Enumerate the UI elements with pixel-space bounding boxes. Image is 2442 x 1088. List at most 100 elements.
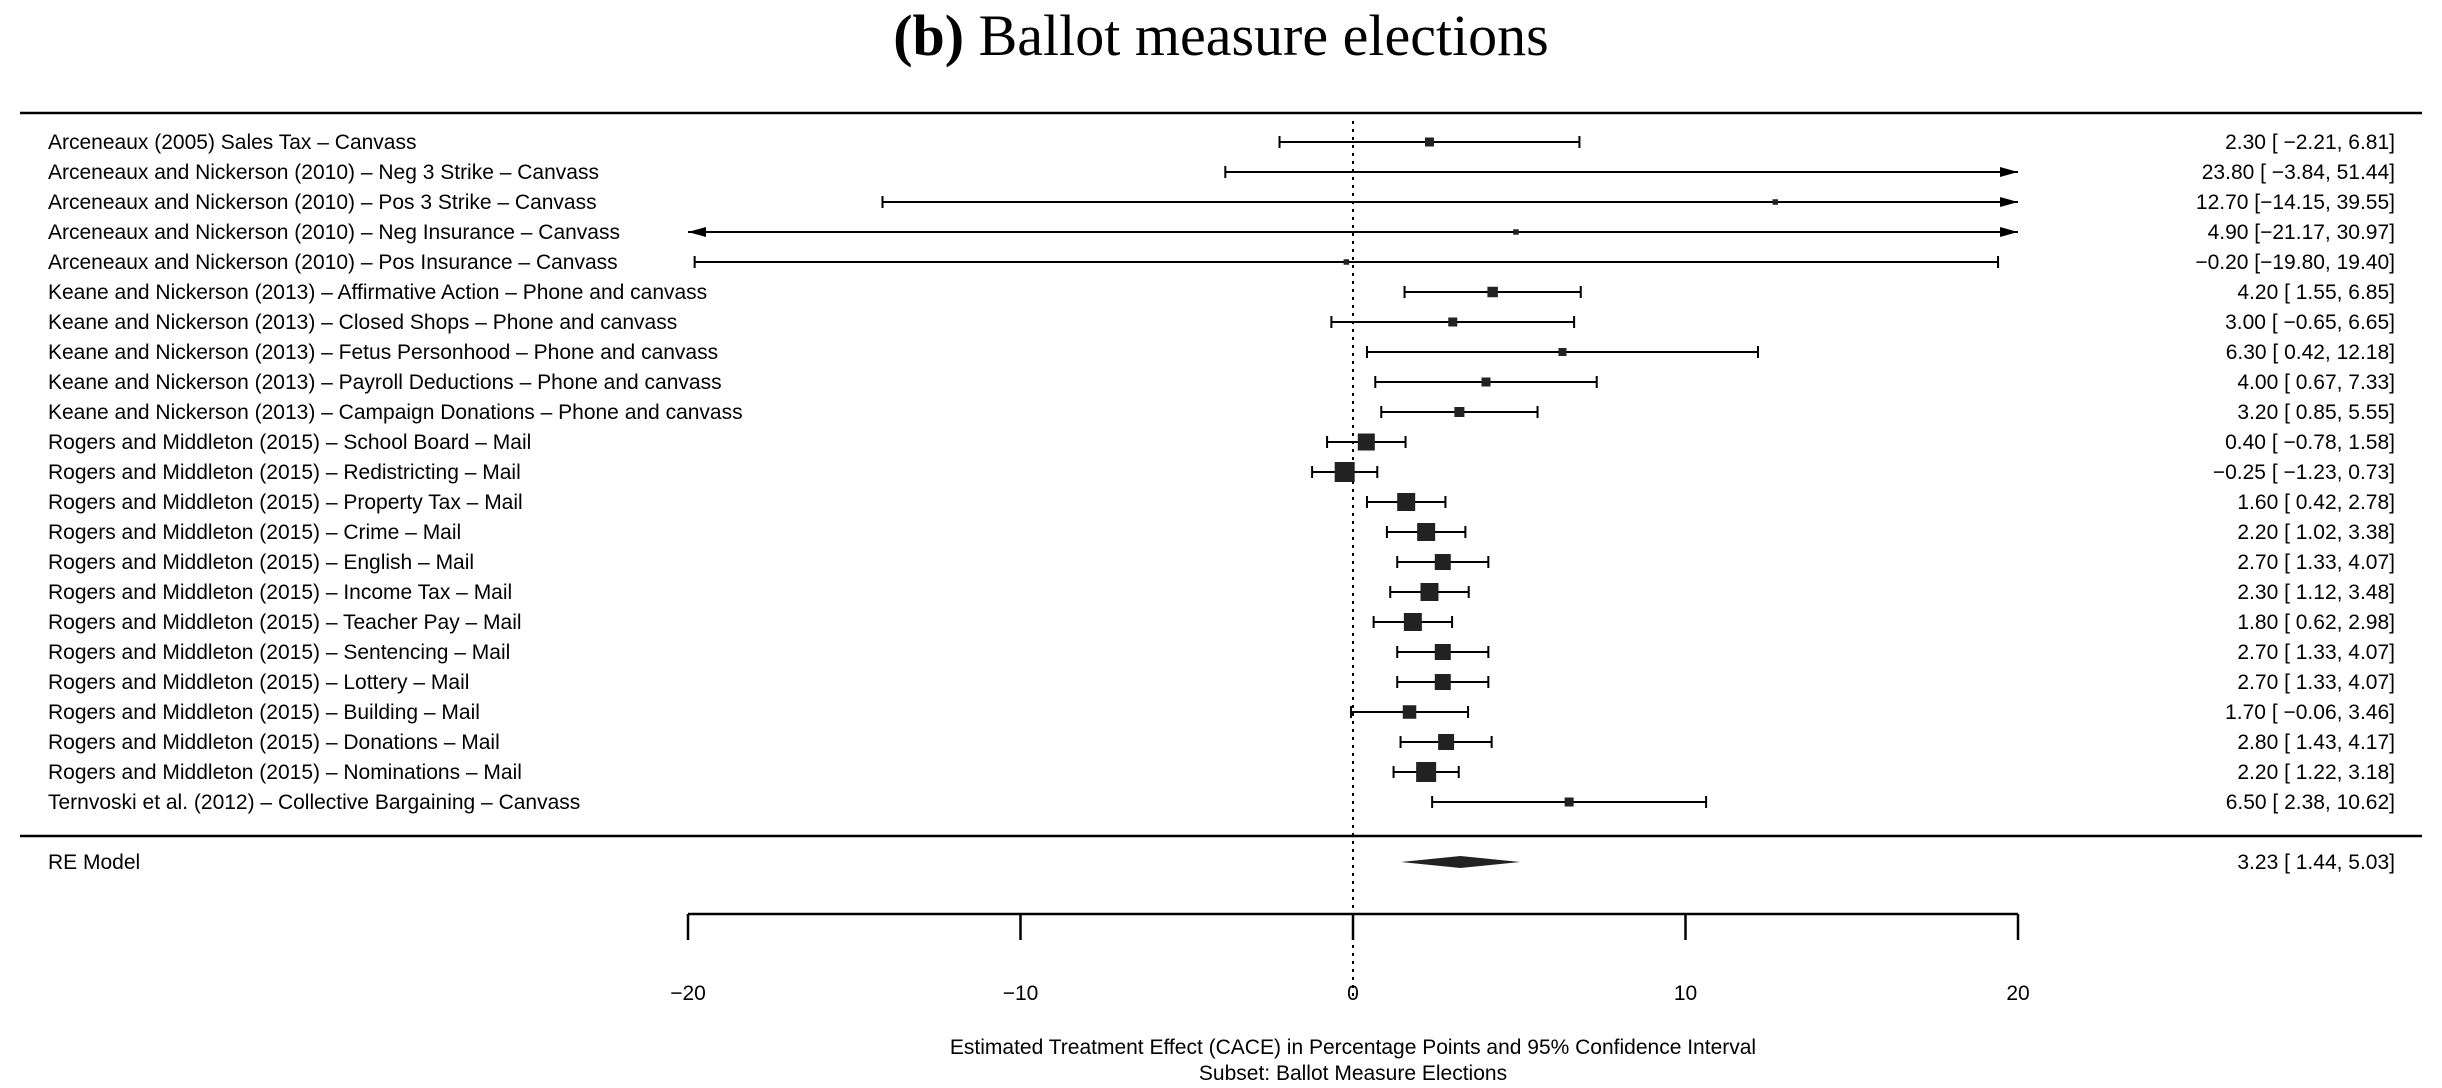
- study-ci-text: 6.30 [ 0.42, 12.18]: [2226, 341, 2395, 364]
- study-row: Rogers and Middleton (2015) – School Boa…: [48, 431, 2395, 454]
- point-estimate: [1434, 554, 1451, 570]
- point-estimate: [1343, 259, 1350, 265]
- study-row: Rogers and Middleton (2015) – Nomination…: [48, 761, 2395, 784]
- x-tick-label: 20: [2006, 982, 2029, 1005]
- study-label: Rogers and Middleton (2015) – English – …: [48, 551, 474, 574]
- point-estimate: [1402, 705, 1417, 719]
- study-row: Keane and Nickerson (2013) – Closed Shop…: [48, 311, 2395, 334]
- study-row: Rogers and Middleton (2015) – Teacher Pa…: [48, 611, 2395, 634]
- study-ci-text: 1.70 [ −0.06, 3.46]: [2225, 701, 2395, 724]
- chart-subtitle: Subset: Ballot Measure Elections: [1199, 1062, 1507, 1085]
- study-row: Arceneaux (2005) Sales Tax – Canvass 2.30…: [48, 131, 2395, 154]
- point-estimate: [1416, 762, 1437, 782]
- point-estimate: [1564, 797, 1574, 807]
- ci-arrow-left: [688, 227, 706, 237]
- point-estimate: [1487, 286, 1498, 298]
- study-label: Rogers and Middleton (2015) – Redistrict…: [48, 461, 521, 484]
- study-label: Arceneaux and Nickerson (2010) – Pos 3 S…: [48, 191, 597, 214]
- point-estimate: [1481, 377, 1491, 387]
- study-label: Rogers and Middleton (2015) – Nomination…: [48, 761, 522, 784]
- summary-row: RE Model 3.23 [ 1.44, 5.03]: [48, 851, 2395, 874]
- study-label: Rogers and Middleton (2015) – Teacher Pa…: [48, 611, 522, 634]
- study-label: Rogers and Middleton (2015) – Sentencing…: [48, 641, 510, 664]
- study-ci-text: 2.80 [ 1.43, 4.17]: [2237, 731, 2395, 754]
- study-row: Arceneaux and Nickerson (2010) – Neg 3 S…: [48, 161, 2395, 184]
- point-estimate: [1417, 523, 1436, 541]
- study-row: Ternvoski et al. (2012) – Collective Bar…: [48, 791, 2395, 814]
- study-label: Keane and Nickerson (2013) – Affirmative…: [48, 281, 707, 304]
- study-ci-text: 12.70 [−14.15, 39.55]: [2196, 191, 2395, 214]
- point-estimate: [1420, 583, 1439, 601]
- study-ci-text: −0.20 [−19.80, 19.40]: [2195, 251, 2395, 274]
- study-row: Rogers and Middleton (2015) – Donations …: [48, 731, 2395, 754]
- study-row: Rogers and Middleton (2015) – Income Tax…: [48, 581, 2395, 604]
- study-row: Arceneaux and Nickerson (2010) – Neg Ins…: [48, 221, 2395, 244]
- point-estimate: [1434, 644, 1451, 660]
- x-tick-label: −10: [1003, 982, 1039, 1005]
- study-label: Keane and Nickerson (2013) – Payroll Ded…: [48, 371, 722, 394]
- x-axis: −20 −10 0 10 20: [670, 912, 2030, 1005]
- study-label: Rogers and Middleton (2015) – Building –…: [48, 701, 480, 724]
- study-row: Arceneaux and Nickerson (2010) – Pos Ins…: [48, 251, 2395, 274]
- study-row: Keane and Nickerson (2013) – Campaign Do…: [48, 401, 2395, 424]
- chart-title-rest: Ballot measure elections: [964, 3, 1549, 68]
- study-label: Rogers and Middleton (2015) – Donations …: [48, 731, 500, 754]
- study-label: Keane and Nickerson (2013) – Fetus Perso…: [48, 341, 718, 364]
- study-ci-text: 2.20 [ 1.02, 3.38]: [2237, 521, 2395, 544]
- study-label: Arceneaux and Nickerson (2010) – Neg Ins…: [48, 221, 620, 244]
- ci-arrow-right: [2000, 197, 2018, 207]
- study-ci-text: 4.20 [ 1.55, 6.85]: [2237, 281, 2395, 304]
- study-label: Keane and Nickerson (2013) – Closed Shop…: [48, 311, 677, 334]
- chart-title: (b) Ballot measure elections: [893, 3, 1549, 68]
- point-estimate: [1434, 674, 1451, 690]
- study-row: Rogers and Middleton (2015) – Lottery – …: [48, 671, 2395, 694]
- point-estimate: [1772, 199, 1779, 205]
- point-estimate: [1454, 407, 1465, 417]
- study-ci-text: 2.30 [ −2.21, 6.81]: [2225, 131, 2395, 154]
- study-label: Arceneaux (2005) Sales Tax – Canvass: [48, 131, 416, 154]
- study-label: Rogers and Middleton (2015) – Income Tax…: [48, 581, 512, 604]
- point-estimate: [1438, 734, 1455, 750]
- point-estimate: [1357, 433, 1375, 451]
- study-label: Keane and Nickerson (2013) – Campaign Do…: [48, 401, 743, 424]
- study-row: Rogers and Middleton (2015) – Building –…: [48, 701, 2395, 724]
- chart-title-bold: (b): [893, 3, 964, 68]
- point-estimate: [1448, 317, 1458, 327]
- point-estimate: [1558, 348, 1567, 356]
- study-row: Keane and Nickerson (2013) – Fetus Perso…: [48, 341, 2395, 364]
- study-row: Rogers and Middleton (2015) – English – …: [48, 551, 2395, 574]
- x-tick-label: 10: [1674, 982, 1697, 1005]
- study-ci-text: 4.00 [ 0.67, 7.33]: [2237, 371, 2395, 394]
- study-row: Rogers and Middleton (2015) – Property T…: [48, 491, 2395, 514]
- study-ci-text: 3.00 [ −0.65, 6.65]: [2225, 311, 2395, 334]
- study-label: Rogers and Middleton (2015) – Property T…: [48, 491, 523, 514]
- study-ci-text: 2.30 [ 1.12, 3.48]: [2237, 581, 2395, 604]
- study-ci-text: 3.20 [ 0.85, 5.55]: [2237, 401, 2395, 424]
- point-estimate: [1403, 613, 1422, 631]
- study-ci-text: 6.50 [ 2.38, 10.62]: [2226, 791, 2395, 814]
- study-ci-text: 4.90 [−21.17, 30.97]: [2208, 221, 2395, 244]
- summary-diamond: [1400, 856, 1521, 868]
- point-estimate: [1397, 493, 1416, 511]
- study-row: Rogers and Middleton (2015) – Crime – Ma…: [48, 521, 2395, 544]
- ci-arrow-right: [2000, 167, 2018, 177]
- study-ci-text: 1.80 [ 0.62, 2.98]: [2237, 611, 2395, 634]
- study-ci-text: 23.80 [ −3.84, 51.44]: [2202, 161, 2395, 184]
- study-rows: Arceneaux (2005) Sales Tax – Canvass 2.30…: [48, 131, 2395, 814]
- study-row: Arceneaux and Nickerson (2010) – Pos 3 S…: [48, 191, 2395, 214]
- study-label: Rogers and Middleton (2015) – Lottery – …: [48, 671, 469, 694]
- point-estimate: [1424, 137, 1434, 147]
- study-row: Keane and Nickerson (2013) – Payroll Ded…: [48, 371, 2395, 394]
- study-ci-text: 2.20 [ 1.22, 3.18]: [2237, 761, 2395, 784]
- study-label: Arceneaux and Nickerson (2010) – Neg 3 S…: [48, 161, 599, 184]
- study-label: Rogers and Middleton (2015) – Crime – Ma…: [48, 521, 461, 544]
- study-row: Keane and Nickerson (2013) – Affirmative…: [48, 281, 2395, 304]
- study-label: Arceneaux and Nickerson (2010) – Pos Ins…: [48, 251, 618, 274]
- study-row: Rogers and Middleton (2015) – Redistrict…: [48, 461, 2395, 484]
- study-ci-text: 0.40 [ −0.78, 1.58]: [2225, 431, 2395, 454]
- study-label: Ternvoski et al. (2012) – Collective Bar…: [48, 791, 580, 814]
- x-axis-label: Estimated Treatment Effect (CACE) in Per…: [950, 1036, 1756, 1059]
- summary-label: RE Model: [48, 851, 140, 874]
- study-row: Rogers and Middleton (2015) – Sentencing…: [48, 641, 2395, 664]
